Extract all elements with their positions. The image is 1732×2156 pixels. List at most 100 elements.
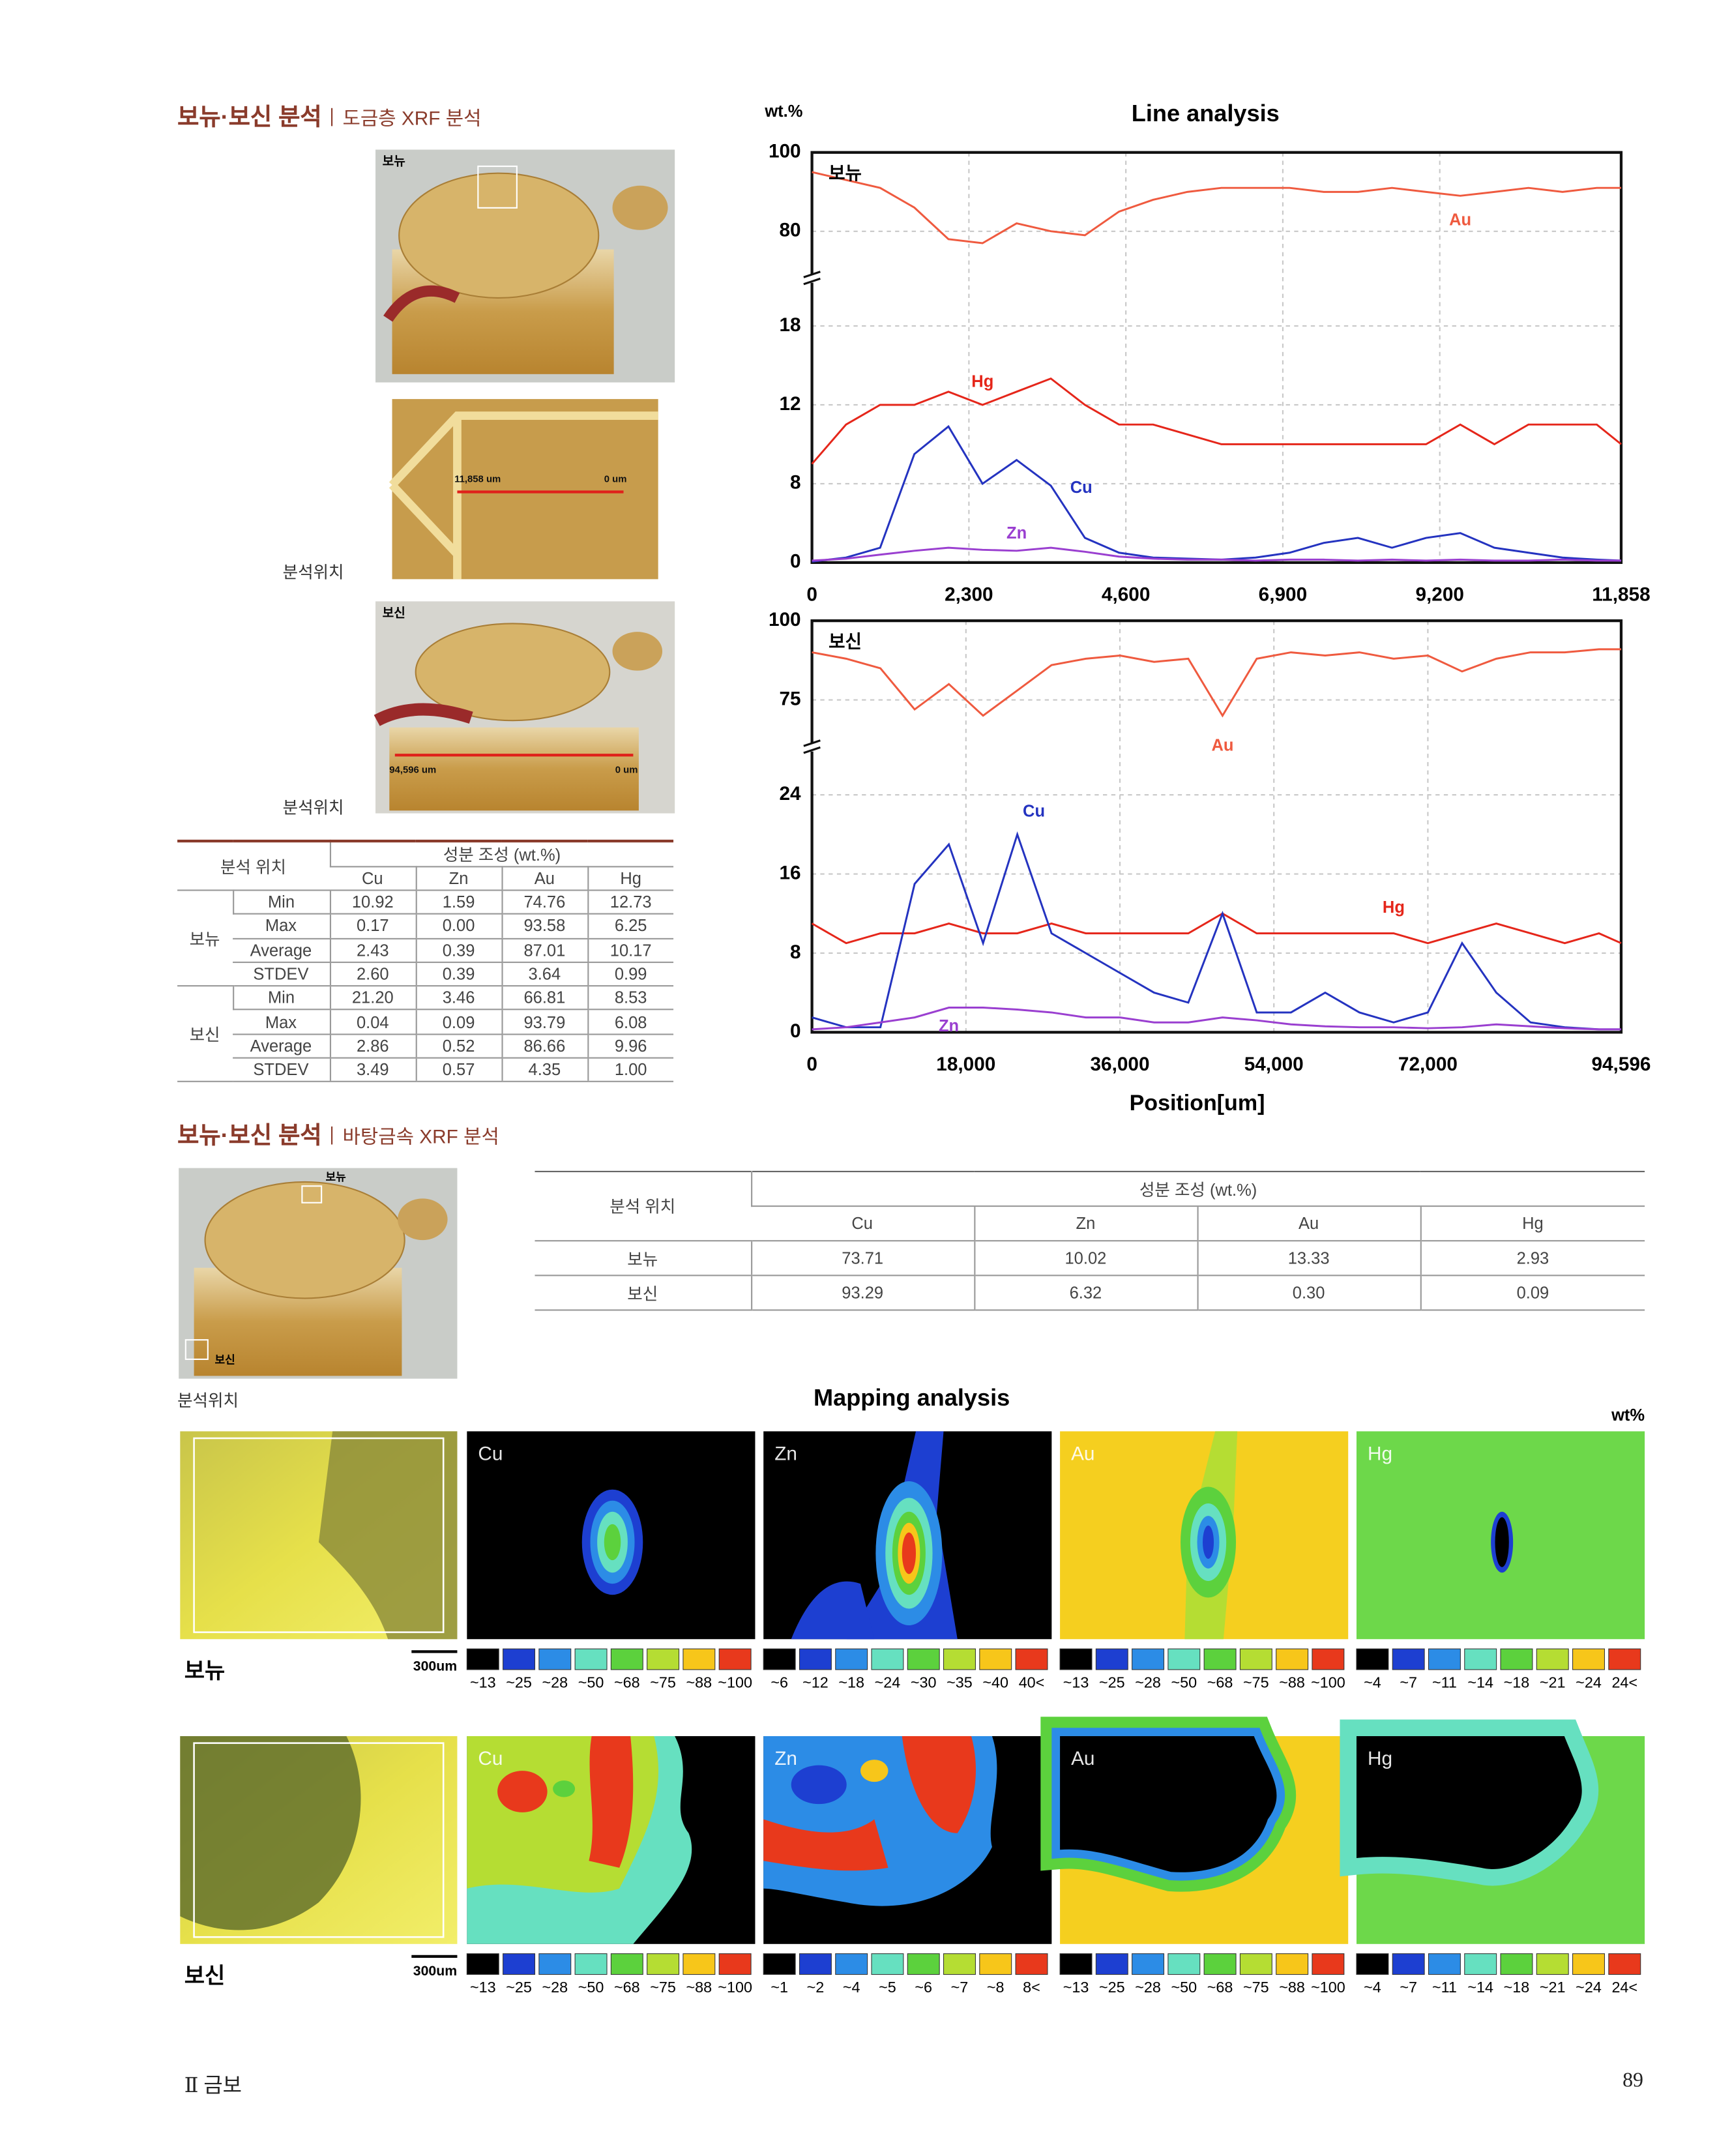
header-cell: Au [1196, 1206, 1420, 1242]
x-tick-label: 2,300 [945, 584, 993, 606]
row-label: 보뉴 [184, 1659, 226, 1683]
map-region [553, 1780, 576, 1797]
data-row: Max 0.04 0.09 93.79 6.08 [177, 1010, 674, 1035]
scale-label: ~13 [470, 1979, 496, 1996]
scale-swatch [1095, 1953, 1128, 1975]
data-row: 보신 93.29 6.32 0.30 0.09 [535, 1275, 1645, 1311]
header-cell: Hg [1419, 1206, 1645, 1242]
scale-swatch [1536, 1648, 1569, 1670]
series-label: Cu [1023, 803, 1045, 821]
stat-cell: Max [233, 914, 330, 939]
header-row: 분석 위치 성분 조성 (wt.%) [177, 841, 674, 891]
series-line [811, 377, 1622, 465]
value-cell: 0.30 [1196, 1275, 1420, 1311]
scale-label: ~24 [875, 1674, 901, 1691]
scale-swatch [1167, 1953, 1201, 1975]
header-cell: Zn [973, 1206, 1197, 1242]
scale-swatch [1015, 1648, 1048, 1670]
scale-swatch [1203, 1648, 1237, 1670]
scale-swatch [763, 1953, 796, 1975]
value-cell: 9.96 [587, 1034, 674, 1059]
turtle-shell [204, 1181, 405, 1299]
y-tick-label: 16 [780, 862, 801, 883]
value-cell: 93.58 [501, 914, 588, 939]
header-row: 분석 위치 성분 조성 (wt.%) [535, 1171, 1645, 1242]
scale-label: ~25 [1099, 1674, 1125, 1691]
scale-label: 8< [1023, 1979, 1040, 1996]
scale-swatch [907, 1953, 940, 1975]
scale-swatch [1572, 1648, 1605, 1670]
separator [331, 1126, 333, 1145]
scale-label: ~35 [947, 1674, 973, 1691]
scale-swatch [1392, 1648, 1425, 1670]
composition-table: 분석 위치 성분 조성 (wt.%) Cu Zn Au Hg 보뉴 73.71 10.02 13.… [535, 1170, 1645, 1311]
element-map: Hg [1356, 1431, 1645, 1640]
series-line [812, 1007, 1621, 1031]
axis-break [803, 277, 821, 286]
series-line [812, 171, 1621, 244]
cord [374, 703, 473, 726]
scale-swatch [683, 1953, 716, 1975]
scale-swatch [1464, 1953, 1497, 1975]
turtle-head [398, 1198, 448, 1241]
photo-label: 보신 [214, 1354, 235, 1366]
value-cell: 3.49 [329, 1057, 416, 1083]
data-row: Average 2.86 0.52 86.66 9.96 [177, 1034, 674, 1059]
row-label: 보신 [535, 1275, 752, 1311]
scale-label: ~12 [802, 1674, 829, 1691]
scale-swatch [503, 1953, 536, 1975]
data-row: 보뉴 73.71 10.02 13.33 2.93 [535, 1241, 1645, 1277]
micro-photo [180, 1431, 458, 1640]
scale-label: ~2 [807, 1979, 825, 1996]
element-label: Cu [478, 1748, 503, 1769]
scale-swatch [799, 1953, 832, 1975]
element-map: Au [1040, 1717, 1349, 1944]
value-cell: 3.46 [415, 986, 502, 1011]
scale-swatch [943, 1953, 976, 1975]
photo-caption: 분석위치 [282, 798, 344, 818]
scale-label: ~25 [1099, 1979, 1125, 1996]
scale-label: ~13 [1063, 1674, 1089, 1691]
y-tick-label: 8 [790, 941, 801, 963]
y-tick-label: 8 [790, 472, 801, 494]
data-row: 보신 Min 21.20 3.46 66.81 8.53 [177, 986, 674, 1083]
x-tick-label: 4,600 [1102, 584, 1150, 606]
scale-label: 24< [1611, 1674, 1637, 1691]
scale-swatch [1428, 1648, 1461, 1670]
header-cell: Cu [329, 866, 416, 891]
scale-label: ~24 [1576, 1979, 1602, 1996]
data-row: STDEV 3.49 0.57 4.35 1.00 [177, 1057, 674, 1083]
scale-swatch [1428, 1953, 1461, 1975]
header-row: Cu Zn Au Hg [535, 1206, 1645, 1242]
map-region [1203, 1525, 1214, 1559]
scale-label: ~25 [506, 1979, 532, 1996]
scale-label: ~68 [614, 1979, 640, 1996]
footer-chapter: Ⅱ 금보 [184, 2075, 242, 2098]
map-region [860, 1760, 888, 1782]
axis-break [803, 271, 821, 278]
scale-label: ~75 [650, 1979, 676, 1996]
value-cell: 0.99 [587, 962, 674, 987]
x-tick-label: 0 [806, 1054, 817, 1075]
section-title: 보뉴·보신 분석 [177, 1122, 322, 1149]
scale-label: ~4 [1364, 1674, 1381, 1691]
scale-swatch [503, 1648, 536, 1670]
stat-cell: Average [233, 938, 330, 963]
value-cell: 10.02 [973, 1241, 1197, 1277]
y-tick-label: 24 [780, 783, 802, 805]
element-label: Au [1071, 1443, 1094, 1464]
x-tick-label: 0 [806, 584, 817, 606]
value-cell: 74.76 [501, 890, 588, 915]
scale-swatch [1239, 1953, 1272, 1975]
group-cell: 보신 [177, 986, 233, 1083]
y-tick-label: 75 [780, 688, 801, 709]
header-cell: Cu [751, 1206, 975, 1242]
scale-swatch [574, 1953, 608, 1975]
value-cell: 2.43 [329, 938, 416, 963]
y-tick-label: 0 [790, 551, 801, 572]
series-line [812, 424, 1622, 563]
map-region [902, 1532, 917, 1574]
value-cell: 6.25 [587, 914, 674, 939]
panel-label: 보뉴 [829, 163, 862, 183]
